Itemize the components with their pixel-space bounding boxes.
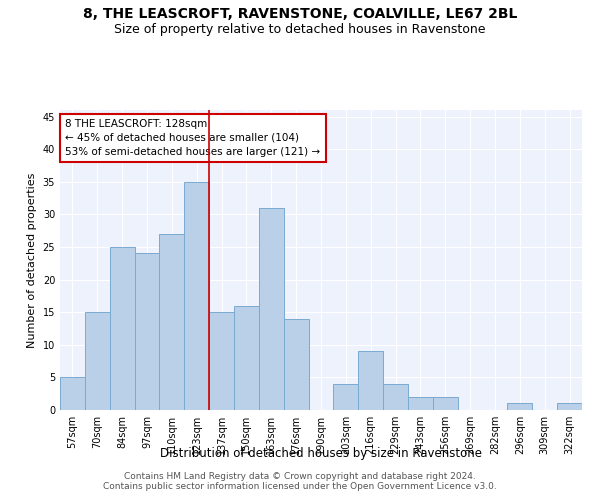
Bar [60,378,85,410]
Bar [160,234,184,410]
Bar [134,254,160,410]
Bar [358,352,383,410]
Text: Distribution of detached houses by size in Ravenstone: Distribution of detached houses by size … [160,448,482,460]
Bar [85,312,110,410]
Bar [508,404,532,410]
Bar [110,247,134,410]
Bar [383,384,408,410]
Text: Contains public sector information licensed under the Open Government Licence v3: Contains public sector information licen… [103,482,497,491]
Y-axis label: Number of detached properties: Number of detached properties [27,172,37,348]
Bar [557,404,582,410]
Bar [433,397,458,410]
Bar [284,318,308,410]
Text: 8, THE LEASCROFT, RAVENSTONE, COALVILLE, LE67 2BL: 8, THE LEASCROFT, RAVENSTONE, COALVILLE,… [83,8,517,22]
Text: Contains HM Land Registry data © Crown copyright and database right 2024.: Contains HM Land Registry data © Crown c… [124,472,476,481]
Text: 8 THE LEASCROFT: 128sqm
← 45% of detached houses are smaller (104)
53% of semi-d: 8 THE LEASCROFT: 128sqm ← 45% of detache… [65,119,320,157]
Bar [408,397,433,410]
Bar [209,312,234,410]
Bar [334,384,358,410]
Bar [184,182,209,410]
Bar [259,208,284,410]
Text: Size of property relative to detached houses in Ravenstone: Size of property relative to detached ho… [114,22,486,36]
Bar [234,306,259,410]
